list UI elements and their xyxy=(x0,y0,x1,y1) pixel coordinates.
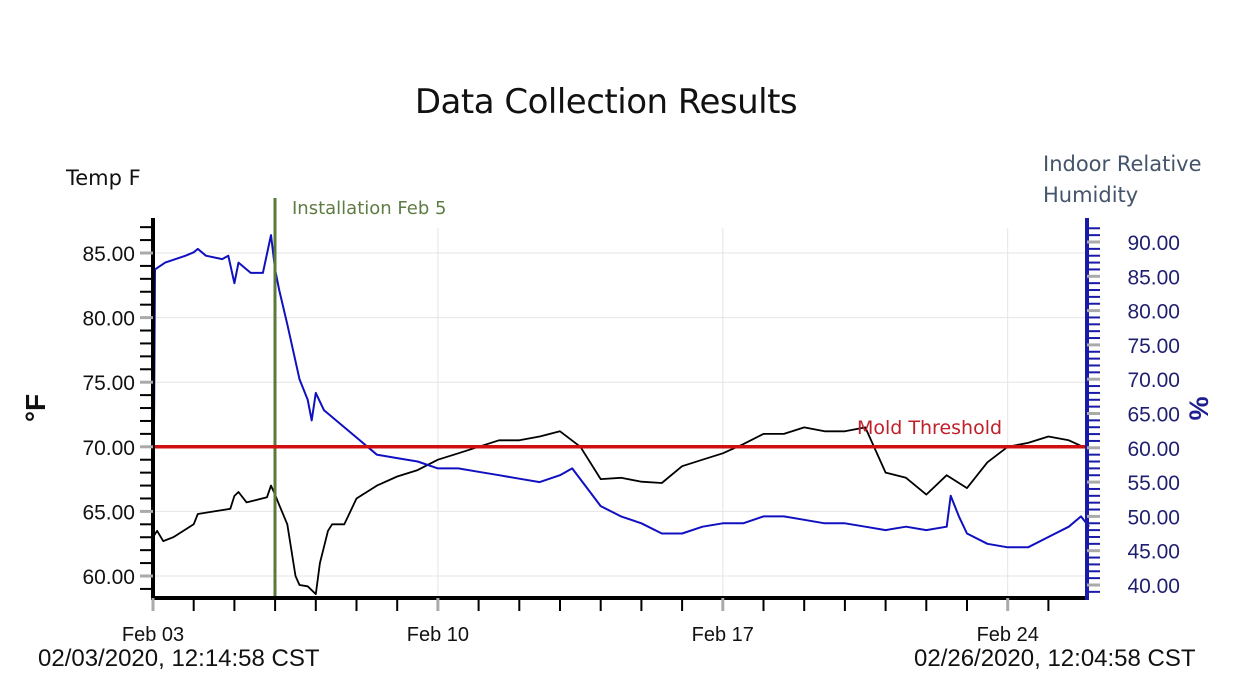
right-tick-label: 75.00 xyxy=(1127,335,1180,358)
right-tick-label: 50.00 xyxy=(1127,506,1180,529)
right-tick-label: 55.00 xyxy=(1127,472,1180,495)
end-timestamp: 02/26/2020, 12:04:58 CST xyxy=(914,645,1196,672)
right-tick-label: 45.00 xyxy=(1127,541,1180,564)
left-tick-label: 65.00 xyxy=(82,501,135,524)
humidity-line xyxy=(152,234,1090,586)
left-tick-label: 60.00 xyxy=(82,566,135,589)
annotations: Installation Feb 5 Mold Threshold xyxy=(153,198,1087,598)
chart-title: Data Collection Results xyxy=(414,82,798,122)
mold-threshold-label: Mold Threshold xyxy=(857,417,1002,439)
right-tick-label: 90.00 xyxy=(1127,232,1180,255)
left-tick-label: 80.00 xyxy=(82,308,135,331)
temperature-line xyxy=(152,426,1090,595)
left-axis-header: Temp F xyxy=(66,166,141,190)
installation-label: Installation Feb 5 xyxy=(292,198,446,219)
right-axis-header: Indoor Relative Humidity xyxy=(1043,149,1202,211)
right-tick-label: 40.00 xyxy=(1127,575,1180,598)
right-tick-label: 60.00 xyxy=(1127,438,1180,461)
right-tick-label: 85.00 xyxy=(1127,266,1180,289)
right-axis-header-line2: Humidity xyxy=(1043,183,1139,207)
x-tick-label: Feb 17 xyxy=(692,624,754,646)
x-tick-label: Feb 10 xyxy=(407,624,469,646)
right-tick-label: 70.00 xyxy=(1127,369,1180,392)
left-tick-label: 70.00 xyxy=(82,437,135,460)
left-tick-label: 85.00 xyxy=(82,243,135,266)
start-timestamp: 02/03/2020, 12:14:58 CST xyxy=(38,645,320,672)
x-tick-label: Feb 24 xyxy=(977,624,1039,646)
right-tick-label: 80.00 xyxy=(1127,301,1180,324)
grid-lines xyxy=(153,228,1087,598)
right-axis-header-line1: Indoor Relative xyxy=(1043,152,1202,176)
x-tick-label: Feb 03 xyxy=(122,624,184,646)
axes xyxy=(140,218,1100,611)
data-series xyxy=(152,234,1090,595)
right-tick-label: 65.00 xyxy=(1127,404,1180,427)
tick-labels: 60.00 65.00 70.00 75.00 80.00 85.00 40.00 45.00… xyxy=(82,232,1180,646)
left-tick-label: 75.00 xyxy=(82,372,135,395)
